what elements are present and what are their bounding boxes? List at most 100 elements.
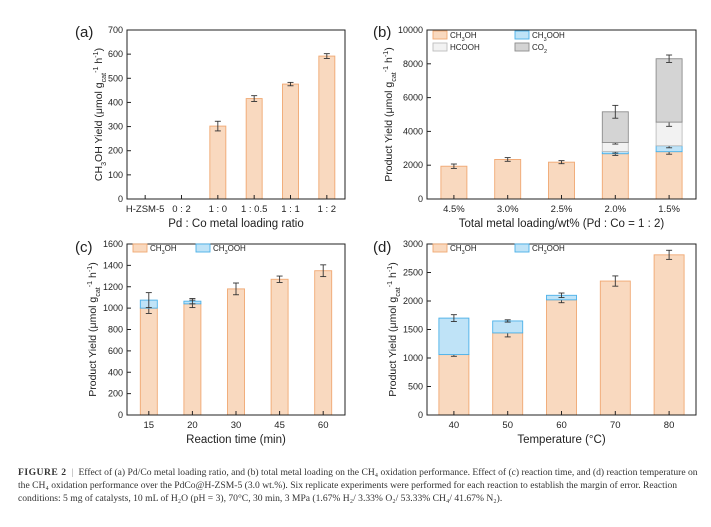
bar-ch3oh [546, 299, 577, 416]
legend-label: CH3OOH [532, 31, 565, 43]
y-tick-label: 400 [108, 97, 123, 107]
panel-label: (b) [373, 24, 391, 41]
legend-swatch [132, 243, 148, 253]
chart-panel-2: (c) 0 200 400 600 800 1000 1200 1400 1600 15 20 30 45… [75, 239, 346, 446]
x-tick-label: 1 : 2 [318, 204, 337, 215]
legend-label: CH3OH [450, 31, 477, 43]
legend-swatch [432, 42, 448, 52]
bar-ch3oh [599, 280, 631, 416]
legend-label: CH3OH [450, 244, 477, 256]
y-tick-label: 0 [418, 194, 423, 204]
y-tick-label: 8000 [403, 59, 423, 69]
x-tick-label: 20 [187, 420, 198, 431]
legend-label: CH3OOH [213, 244, 246, 256]
x-axis-label: Temperature (°C) [517, 434, 605, 446]
x-tick-label: 40 [449, 420, 460, 431]
bar-ch3oh [139, 307, 158, 416]
bar-ch3oh [227, 288, 245, 416]
x-tick-label: 2.0% [604, 204, 626, 215]
y-tick-label: 1600 [103, 239, 123, 249]
x-axis-label: Pd : Co metal loading ratio [168, 218, 304, 230]
panel-label: (a) [75, 24, 93, 41]
x-tick-label: 1 : 0.5 [241, 204, 267, 215]
x-tick-label: 1.5% [658, 204, 680, 215]
y-tick-label: 1000 [403, 353, 423, 363]
y-tick-label: 1000 [103, 303, 123, 313]
bar-ch3oh [548, 161, 575, 200]
bar-ch3oh [492, 332, 524, 416]
x-tick-label: 1 : 1 [281, 204, 300, 215]
x-tick-label: 15 [144, 420, 155, 431]
y-tick-label: 300 [108, 122, 123, 132]
x-tick-label: 1 : 0 [209, 204, 228, 215]
legend-label: CH3OOH [532, 244, 565, 256]
x-tick-label: 30 [231, 420, 242, 431]
x-tick-label: 80 [664, 420, 675, 431]
y-tick-label: 4000 [403, 126, 423, 136]
y-tick-label: 0 [118, 194, 123, 204]
bar-ch3oh [438, 354, 470, 416]
legend-swatch [432, 243, 448, 253]
y-tick-label: 600 [108, 346, 123, 356]
x-tick-label: 3.0% [497, 204, 519, 215]
bar-ch3oh [655, 151, 683, 200]
bar-ch3oh [282, 83, 299, 200]
y-tick-label: 400 [108, 367, 123, 377]
x-tick-label: H-ZSM-5 [126, 204, 165, 215]
y-tick-label: 800 [108, 325, 123, 335]
y-tick-label: 0 [118, 410, 123, 420]
y-tick-label: 200 [108, 389, 123, 399]
x-tick-label: 60 [556, 420, 567, 431]
y-tick-label: 1200 [103, 282, 123, 292]
panel-label: (d) [373, 239, 391, 256]
bar-ch3oh [653, 254, 685, 416]
caption-separator: | [71, 467, 74, 478]
y-axis-label: Product Yield (μmol gcat-1 h-1) [86, 262, 102, 396]
y-tick-label: 6000 [403, 93, 423, 103]
chart-panel-1: (b) 0 2000 4000 6000 8000 10000 4.5% 3.0% 2.5% 2.0… [373, 24, 697, 230]
y-tick-label: 500 [408, 382, 423, 392]
y-tick-label: 100 [108, 170, 123, 180]
y-axis-label: Product Yield (μmol gcat-1 h-1) [382, 47, 398, 181]
bar-ch3ooh [438, 317, 470, 356]
x-tick-label: 60 [318, 420, 329, 431]
caption-text: Effect of (a) Pd/Co metal loading ratio,… [18, 467, 698, 505]
bar-ch3oh [270, 278, 289, 416]
y-tick-label: 2000 [403, 296, 423, 306]
y-tick-label: 3000 [403, 239, 423, 249]
bar-ch3oh [318, 55, 336, 200]
chart-panel-3: (d) 0 500 1000 1500 2000 2500 3000 40 50 60 70 80 Tem… [373, 239, 697, 446]
panel-label: (c) [75, 239, 93, 256]
x-tick-label: 70 [610, 420, 621, 431]
legend-swatch [514, 42, 530, 52]
x-tick-label: 50 [502, 420, 513, 431]
bar-ch3oh [440, 165, 468, 200]
bar-ch3oh [209, 125, 227, 200]
x-axis-label: Total metal loading/wt% (Pd : Co = 1 : 2… [459, 218, 665, 230]
y-tick-label: 2000 [403, 160, 423, 170]
x-axis-label: Reaction time (min) [186, 434, 286, 446]
caption-label: FIGURE 2 [18, 467, 67, 478]
x-tick-label: 45 [274, 420, 285, 431]
y-axis-label: Product Yield (μmol gcat-1 h-1) [386, 262, 402, 396]
bar-ch3oh [245, 98, 263, 200]
y-tick-label: 500 [108, 73, 123, 83]
y-tick-label: 10000 [398, 25, 423, 35]
y-tick-label: 700 [108, 25, 123, 35]
legend-swatch [514, 243, 530, 253]
chart-panel-0: (a) 0 100 200 300 400 500 600 700 H-ZSM-5 0 : 2 1 :… [75, 24, 346, 230]
x-tick-label: 4.5% [443, 204, 465, 215]
legend-label: CH3OH [150, 244, 177, 256]
bar-ch3ooh [492, 320, 524, 334]
legend-label: CO2 [532, 43, 547, 55]
legend-swatch [514, 30, 530, 40]
bar-ch3oh [601, 153, 629, 200]
legend-swatch [432, 30, 448, 40]
y-tick-label: 200 [108, 146, 123, 156]
y-tick-label: 1400 [103, 260, 123, 270]
legend-label: HCOOH [450, 43, 480, 52]
y-tick-label: 0 [418, 410, 423, 420]
bar-ch3oh [494, 159, 522, 200]
x-tick-label: 0 : 2 [172, 204, 191, 215]
